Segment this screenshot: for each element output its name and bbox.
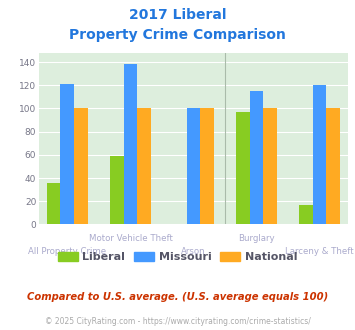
Bar: [74, 109, 88, 224]
Text: Arson: Arson: [181, 247, 206, 256]
Bar: [124, 64, 137, 224]
Bar: [47, 183, 60, 224]
Text: Burglary: Burglary: [238, 234, 275, 243]
Text: Property Crime Comparison: Property Crime Comparison: [69, 28, 286, 42]
Bar: [313, 85, 327, 224]
Text: Larceny & Theft: Larceny & Theft: [285, 247, 354, 256]
Text: Motor Vehicle Theft: Motor Vehicle Theft: [88, 234, 173, 243]
Bar: [110, 156, 124, 224]
Bar: [236, 112, 250, 224]
Bar: [60, 84, 74, 224]
Bar: [299, 205, 313, 224]
Bar: [201, 109, 214, 224]
Bar: [137, 109, 151, 224]
Bar: [327, 109, 340, 224]
Bar: [263, 109, 277, 224]
Bar: [250, 91, 263, 224]
Text: 2017 Liberal: 2017 Liberal: [129, 8, 226, 22]
Legend: Liberal, Missouri, National: Liberal, Missouri, National: [54, 248, 301, 267]
Bar: [186, 109, 201, 224]
Text: © 2025 CityRating.com - https://www.cityrating.com/crime-statistics/: © 2025 CityRating.com - https://www.city…: [45, 317, 310, 326]
Text: All Property Crime: All Property Crime: [28, 247, 106, 256]
Text: Compared to U.S. average. (U.S. average equals 100): Compared to U.S. average. (U.S. average …: [27, 292, 328, 302]
